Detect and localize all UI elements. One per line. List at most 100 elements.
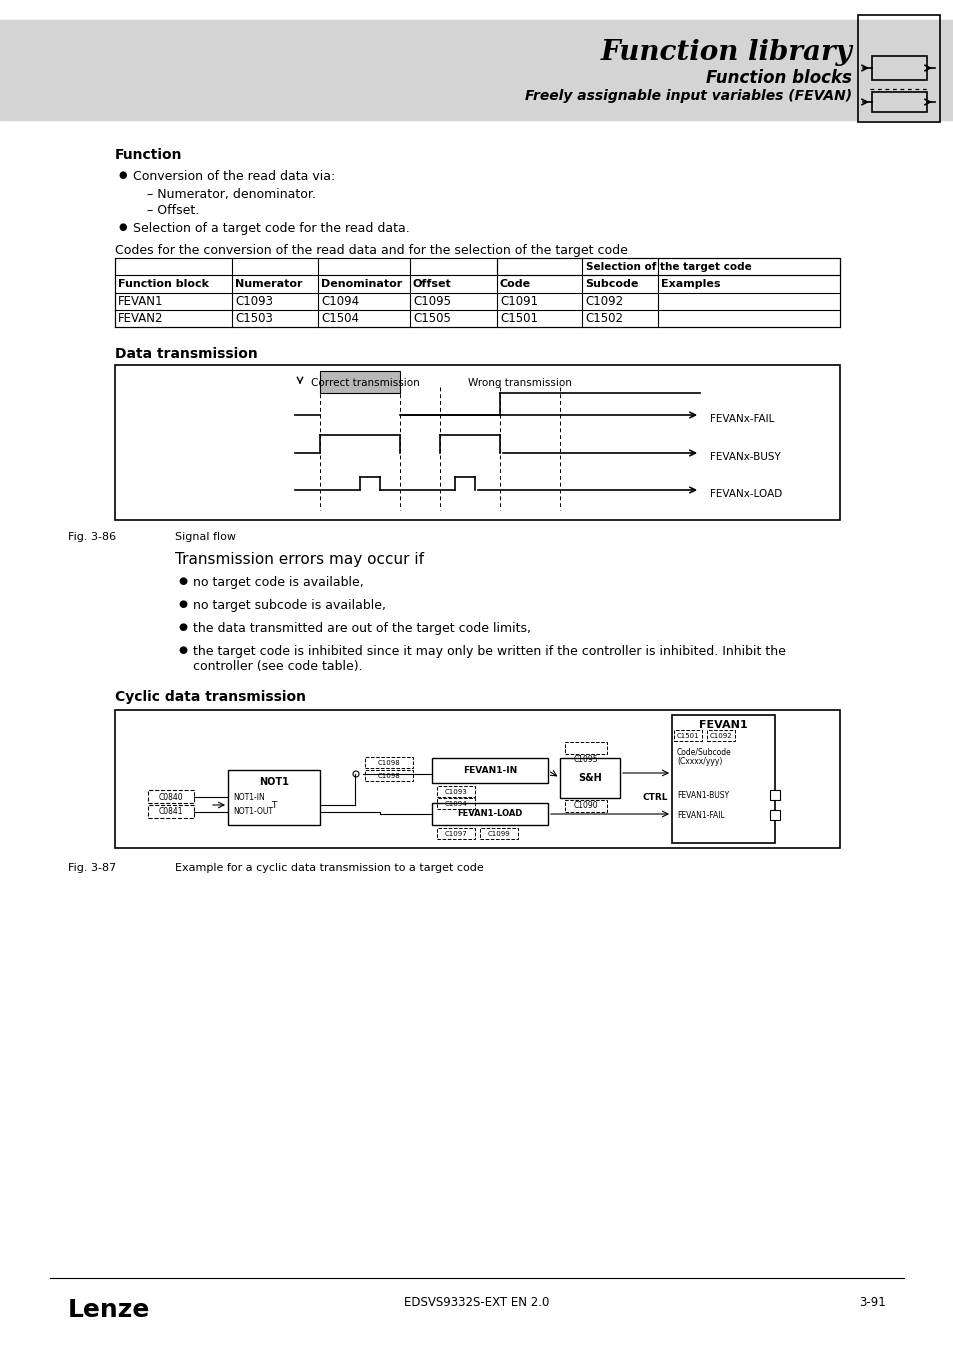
Text: (Cxxxx/yyy): (Cxxxx/yyy)	[677, 756, 721, 765]
Text: Denominator: Denominator	[320, 279, 402, 289]
Text: Function: Function	[115, 148, 182, 162]
Text: FEVANx-BUSY: FEVANx-BUSY	[709, 452, 780, 462]
Bar	[436, 798, 475, 809]
Text: FEVAN2: FEVAN2	[118, 312, 163, 325]
Bar	[365, 769, 413, 782]
Text: EDSVS9332S-EXT EN 2.0: EDSVS9332S-EXT EN 2.0	[404, 1296, 549, 1310]
Text: ●: ●	[118, 170, 127, 180]
Text: Freely assignable input variables (FEVAN): Freely assignable input variables (FEVAN…	[524, 89, 851, 103]
Bar	[148, 805, 193, 818]
Text: no target subcode is available,: no target subcode is available,	[193, 599, 386, 612]
Text: ●: ●	[178, 599, 187, 609]
Text: Lenze: Lenze	[68, 1297, 151, 1322]
Text: C1501: C1501	[499, 312, 537, 325]
Text: NOT1: NOT1	[259, 778, 289, 787]
Text: no target code is available,: no target code is available,	[193, 576, 363, 589]
Bar	[564, 743, 606, 755]
Bar	[871, 55, 926, 80]
Text: – Offset.: – Offset.	[147, 204, 199, 217]
Text: FEVAN1-LOAD: FEVAN1-LOAD	[456, 810, 522, 818]
Text: the data transmitted are out of the target code limits,: the data transmitted are out of the targ…	[193, 622, 531, 634]
Text: NOT1-IN: NOT1-IN	[233, 792, 265, 802]
Text: Function block: Function block	[118, 279, 209, 289]
Bar	[564, 801, 606, 811]
Text: Codes for the conversion of the read data and for the selection of the target co: Codes for the conversion of the read dat…	[115, 244, 627, 256]
Text: ●: ●	[118, 221, 127, 232]
Text: 3-91: 3-91	[859, 1296, 885, 1310]
Text: C1095: C1095	[573, 756, 598, 764]
Text: Numerator: Numerator	[234, 279, 302, 289]
Bar	[432, 803, 547, 825]
Text: FEVANx-LOAD: FEVANx-LOAD	[709, 489, 781, 500]
Text: C1098: C1098	[377, 774, 400, 779]
Text: Subcode: Subcode	[584, 279, 638, 289]
Text: Code: Code	[499, 279, 531, 289]
Bar	[319, 371, 399, 393]
Bar	[436, 786, 475, 796]
Bar	[436, 828, 475, 838]
Text: C1095: C1095	[413, 296, 451, 308]
Bar	[769, 790, 780, 801]
Bar	[871, 92, 926, 112]
Text: Function library: Function library	[599, 39, 851, 66]
Text: S&H: S&H	[578, 774, 601, 783]
Text: Data transmission: Data transmission	[115, 347, 257, 360]
Text: Offset: Offset	[413, 279, 452, 289]
Text: Fig. 3-86: Fig. 3-86	[68, 532, 116, 541]
Text: Function blocks: Function blocks	[705, 69, 851, 86]
Text: Transmission errors may occur if: Transmission errors may occur if	[174, 552, 423, 567]
Text: Cyclic data transmission: Cyclic data transmission	[115, 690, 306, 703]
Text: Code/Subcode: Code/Subcode	[677, 748, 731, 756]
Text: CTRL: CTRL	[642, 794, 668, 802]
Text: C0841: C0841	[158, 807, 183, 817]
Text: Selection of a target code for the read data.: Selection of a target code for the read …	[132, 221, 410, 235]
Text: FEVAN1-IN: FEVAN1-IN	[462, 765, 517, 775]
Text: Conversion of the read data via:: Conversion of the read data via:	[132, 170, 335, 184]
Text: ●: ●	[178, 645, 187, 655]
Text: C1094: C1094	[444, 801, 467, 807]
Text: Wrong transmission: Wrong transmission	[468, 378, 572, 387]
Text: Signal flow: Signal flow	[174, 532, 235, 541]
Text: Examples: Examples	[660, 279, 720, 289]
Text: C1099: C1099	[487, 832, 510, 837]
Text: FEVAN1-BUSY: FEVAN1-BUSY	[677, 791, 728, 799]
Bar	[0, 20, 953, 120]
Text: ●: ●	[178, 576, 187, 586]
Text: – Numerator, denominator.: – Numerator, denominator.	[147, 188, 315, 201]
Text: C1502: C1502	[584, 312, 622, 325]
Text: C1098: C1098	[377, 760, 400, 765]
Text: C1097: C1097	[444, 832, 467, 837]
Bar	[769, 810, 780, 819]
Text: C1094: C1094	[320, 296, 358, 308]
Text: T: T	[271, 801, 276, 810]
Bar	[857, 15, 939, 122]
Text: C1092: C1092	[709, 733, 732, 738]
Text: C1504: C1504	[320, 312, 358, 325]
Text: Example for a cyclic data transmission to a target code: Example for a cyclic data transmission t…	[174, 863, 483, 873]
Bar	[497, 258, 840, 275]
Text: FEVAN1: FEVAN1	[699, 720, 747, 730]
Text: C1093: C1093	[234, 296, 273, 308]
Bar	[115, 258, 840, 327]
Bar	[479, 828, 517, 838]
Text: NOT1-OUT: NOT1-OUT	[233, 807, 273, 817]
Bar	[432, 757, 547, 783]
Text: C1093: C1093	[444, 788, 467, 795]
Text: FEVAN1: FEVAN1	[118, 296, 163, 308]
Text: C1503: C1503	[234, 312, 273, 325]
Bar	[365, 757, 413, 768]
Text: C1092: C1092	[584, 296, 622, 308]
Bar	[706, 730, 734, 741]
Bar	[673, 730, 701, 741]
Bar	[115, 364, 840, 520]
Bar	[228, 769, 319, 825]
Text: FEVAN1-FAIL: FEVAN1-FAIL	[677, 810, 724, 819]
Text: C0840: C0840	[158, 792, 183, 802]
Text: Correct transmission: Correct transmission	[311, 378, 419, 387]
Bar	[671, 716, 774, 842]
Text: FEVANx-FAIL: FEVANx-FAIL	[709, 414, 774, 424]
Text: C1091: C1091	[499, 296, 537, 308]
Bar	[115, 710, 840, 848]
Text: C1501: C1501	[676, 733, 699, 738]
Text: Fig. 3-87: Fig. 3-87	[68, 863, 116, 873]
